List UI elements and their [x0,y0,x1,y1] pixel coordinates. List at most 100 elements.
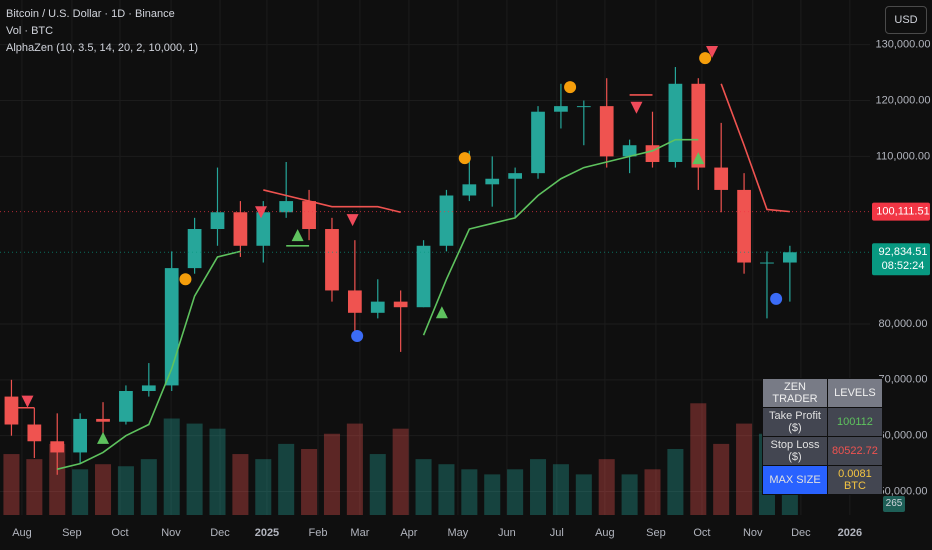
volume-bar [598,459,615,515]
candle-body [325,229,339,291]
candle-body [622,145,637,157]
signal-dot [179,273,192,286]
table-cell: MAX SIZE [762,465,828,495]
price-tag [872,202,930,221]
y-tick-label: 110,000.00 [876,150,930,162]
sell-arrow [255,206,267,219]
candle-body [279,201,294,213]
volume-label: Vol · BTC [6,25,54,37]
trailing-stop-line [11,83,790,409]
buy-arrow [435,306,448,319]
volume-bar [552,464,569,515]
signal-dot [699,52,712,65]
x-tick-label: Dec [791,527,811,539]
table-cell: 80522.72 [827,436,883,466]
x-tick-label: Aug [595,527,615,539]
volume-bar [72,469,89,515]
table-header: ZEN TRADER [762,378,828,408]
currency-button[interactable]: USD [885,6,927,34]
volume-bar [301,448,318,515]
candle-body [714,167,729,190]
price-tag-label: 92,834.51 [879,246,928,258]
candle-body [485,178,500,185]
y-tick-label: 120,000.00 [875,94,930,106]
x-tick-label: Mar [350,527,369,539]
volume-bar [163,418,180,515]
signal-dot [458,152,471,165]
candle-body [783,252,797,263]
y-tick-label: 50,000.00 [879,485,928,497]
candle-body [531,111,545,174]
table-cell: 0.0081 BTC [827,465,883,495]
countdown: 08:52:24 [882,260,925,272]
candle-body [210,212,225,230]
candle-body [141,385,156,391]
table-cell: 100112 [827,407,883,437]
volume-bar [26,459,43,515]
volume-bar [713,443,730,515]
candle-body [233,212,248,246]
volume-bar [644,469,661,515]
table-cell: Take Profit ($) [762,407,828,437]
x-tick-label: Feb [309,527,328,539]
volume-bar [117,466,134,515]
candle-body [370,301,385,313]
sell-arrow [706,45,719,58]
candle-body [599,106,614,157]
symbol-title: Bitcoin / U.S. Dollar · 1D · Binance [6,8,175,20]
sell-arrow [630,101,643,114]
signal-dot [351,329,364,342]
x-tick-label: Nov [743,527,763,539]
y-tick-label: 70,000.00 [879,374,928,386]
x-tick-label: Nov [161,527,181,539]
volume-bar [621,474,638,515]
candle-body [576,106,591,108]
buy-arrow [97,431,110,444]
volume-bar [232,454,249,515]
x-tick-label: 2026 [838,527,862,539]
x-tick-label: Oct [693,527,710,539]
volume-bar [323,433,340,515]
candle-body [508,173,522,179]
volume-bar [346,423,363,515]
candle-body [760,262,774,264]
x-tick-label: Apr [400,527,417,539]
x-tick-label: Sep [646,527,666,539]
candle-body [302,201,316,230]
y-tick-label: 60,000.00 [879,430,928,442]
volume-bar [575,474,592,515]
volume-bar [278,443,295,515]
sell-arrow [21,395,34,408]
candle-body [393,301,408,308]
volume-bar [484,474,501,515]
volume-bar [369,454,386,515]
volume-bar [392,428,409,515]
volume-bar [209,428,226,515]
volume-bar [461,469,478,515]
candle-body [348,290,362,313]
candle-body [668,83,683,162]
candle-body [4,396,19,425]
volume-bar [3,454,20,515]
candle-body [462,184,477,196]
x-tick-label: 2025 [255,527,279,539]
volume-bar [690,403,707,515]
candle-body [50,441,65,453]
x-tick-label: Sep [62,527,82,539]
candle-body [187,229,202,269]
trailing-stop-line [57,138,699,470]
y-tick-label: 130,000.00 [875,39,930,51]
candle-body [691,83,706,168]
sell-arrow [346,214,359,227]
volume-bar [415,459,432,515]
x-tick-label: May [448,527,469,539]
x-tick-label: Jun [498,527,516,539]
y-tick-label: 80,000.00 [879,318,928,330]
x-tick-label: Oct [111,527,128,539]
candle-body [27,424,42,442]
candle-body [416,245,431,308]
volume-bar [667,448,684,515]
volume-bar [49,443,66,515]
candle-body [73,418,87,453]
signal-dot [564,81,577,94]
